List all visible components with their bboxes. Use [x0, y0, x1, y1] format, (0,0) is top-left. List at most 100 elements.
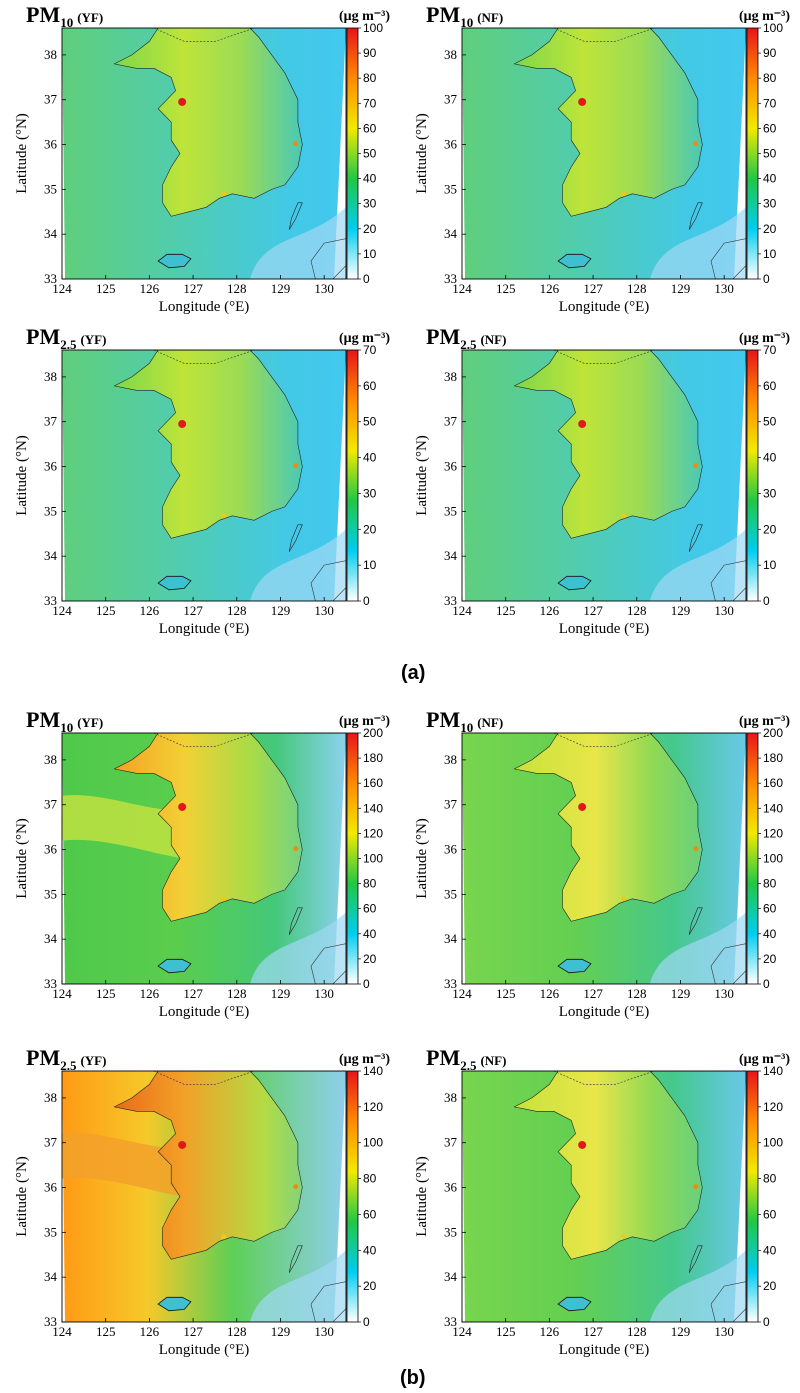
x-tick-label: 128 — [627, 986, 647, 1001]
colorbar-tick-label: 0 — [363, 272, 370, 286]
map-svg: 124 125 126 127 128 129 130 33 34 35 36 37 38 Longitu… — [14, 2, 390, 315]
colorbar-tick-label: 20 — [363, 952, 377, 966]
colorbar — [346, 349, 359, 602]
x-tick-label: 129 — [271, 986, 291, 1001]
x-tick-label: 126 — [140, 986, 160, 1001]
x-tick-label: 126 — [540, 986, 560, 1001]
colorbar-tick-label: 20 — [363, 222, 377, 236]
x-tick-label: 128 — [227, 986, 247, 1001]
colorbar-tick-label: 20 — [363, 522, 377, 536]
colorbar-tick-label: 60 — [363, 902, 377, 916]
colorbar-tick-label: 80 — [363, 877, 377, 891]
colorbar-tick-label: 30 — [763, 197, 777, 211]
colorbar-tick-label: 50 — [363, 415, 377, 429]
colorbar — [346, 732, 359, 985]
colorbar-tick-label: 40 — [763, 451, 777, 465]
colorbar-tick-label: 0 — [363, 977, 370, 991]
colorbar-tick-label: 180 — [363, 751, 383, 765]
colorbar-tick-label: 100 — [363, 21, 383, 35]
colorbar-tick-label: 120 — [363, 1100, 383, 1114]
x-tick-label: 128 — [227, 603, 247, 618]
y-tick-label: 36 — [44, 1180, 58, 1195]
y-tick-label: 36 — [444, 137, 458, 152]
x-tick-label: 127 — [183, 281, 203, 296]
map-field — [462, 1071, 746, 1322]
colorbar-tick-label: 140 — [363, 801, 383, 815]
map-svg: 124 125 126 127 128 129 130 33 34 35 36 37 38 Longitu… — [414, 2, 790, 315]
y-tick-label: 33 — [444, 271, 457, 286]
map-panel: 124 125 126 127 128 129 130 33 34 35 36 37 38 Longitu… — [400, 0, 800, 340]
colorbar — [346, 1070, 359, 1323]
x-tick-label: 124 — [52, 281, 72, 296]
colorbar-tick-label: 70 — [763, 96, 777, 110]
colorbar-tick-label: 140 — [763, 1064, 783, 1078]
unit-label: (μg m⁻³) — [739, 9, 790, 24]
colorbar-tick-label: 20 — [763, 952, 777, 966]
y-tick-label: 34 — [44, 548, 58, 563]
y-axis-label: Latitude (°N) — [414, 435, 430, 516]
x-tick-label: 128 — [227, 281, 247, 296]
y-tick-label: 35 — [444, 503, 457, 518]
colorbar-tick-label: 100 — [363, 852, 383, 866]
x-tick-label: 127 — [183, 986, 203, 1001]
colorbar-tick-label: 0 — [763, 977, 770, 991]
colorbar-tick-label: 40 — [763, 1243, 777, 1257]
colorbar-tick-label: 60 — [763, 121, 777, 135]
colorbar-tick-label: 60 — [363, 379, 377, 393]
panel-title: PM10 (NF) — [426, 707, 503, 735]
colorbar-tick-label: 0 — [763, 272, 770, 286]
y-axis-label: Latitude (°N) — [414, 818, 430, 899]
x-tick-label: 127 — [583, 281, 603, 296]
x-tick-label: 124 — [52, 986, 72, 1001]
x-tick-label: 125 — [96, 1324, 116, 1339]
colorbar-tick-label: 30 — [363, 197, 377, 211]
map-svg: 124 125 126 127 128 129 130 33 34 35 36 37 38 Longitu… — [414, 707, 790, 1020]
colorbar-tick-label: 40 — [363, 927, 377, 941]
colorbar-tick-label: 0 — [363, 1315, 370, 1329]
colorbar-tick-label: 120 — [363, 826, 383, 840]
map-panel: 124 125 126 127 128 129 130 33 34 35 36 37 38 Longitu… — [0, 1043, 400, 1383]
colorbar-tick-label: 50 — [363, 147, 377, 161]
x-tick-label: 125 — [496, 1324, 516, 1339]
colorbar-tick-label: 10 — [763, 247, 777, 261]
map-panel: 124 125 126 127 128 129 130 33 34 35 36 37 38 Longitu… — [400, 705, 800, 1045]
x-tick-label: 129 — [671, 281, 691, 296]
map-field — [462, 733, 746, 984]
x-tick-label: 127 — [183, 1324, 203, 1339]
colorbar-tick-label: 40 — [363, 451, 377, 465]
colorbar-tick-label: 60 — [363, 121, 377, 135]
map-panel: 124 125 126 127 128 129 130 33 34 35 36 37 38 Longitu… — [0, 705, 400, 1045]
panel-title: PM2.5 (YF) — [26, 324, 106, 352]
x-axis-label: Longitude (°E) — [159, 621, 250, 637]
x-tick-label: 126 — [140, 281, 160, 296]
colorbar-tick-label: 0 — [363, 594, 370, 608]
colorbar-tick-label: 60 — [763, 902, 777, 916]
y-tick-label: 33 — [44, 976, 57, 991]
panel-title: PM2.5 (NF) — [426, 324, 506, 352]
map-svg: 124 125 126 127 128 129 130 33 34 35 36 37 38 Longitu… — [14, 1045, 390, 1358]
x-axis-label: Longitude (°E) — [559, 299, 650, 315]
panel-title: PM2.5 (YF) — [26, 1045, 106, 1073]
y-tick-label: 35 — [444, 886, 457, 901]
x-tick-label: 127 — [583, 1324, 603, 1339]
colorbar-tick-label: 60 — [763, 1207, 777, 1221]
colorbar-tick-label: 80 — [763, 71, 777, 85]
map-panel: 124 125 126 127 128 129 130 33 34 35 36 37 38 Longitu… — [0, 0, 400, 340]
y-axis-label: Latitude (°N) — [414, 113, 430, 194]
y-tick-label: 38 — [44, 47, 57, 62]
y-tick-label: 35 — [44, 503, 57, 518]
unit-label: (μg m⁻³) — [739, 331, 790, 346]
colorbar-tick-label: 200 — [763, 726, 783, 740]
map-field — [62, 1071, 346, 1322]
y-axis-label: Latitude (°N) — [414, 1156, 430, 1237]
colorbar — [746, 349, 759, 602]
colorbar-tick-label: 180 — [763, 751, 783, 765]
map-svg: 124 125 126 127 128 129 130 33 34 35 36 37 38 Longitu… — [14, 707, 390, 1020]
x-tick-label: 126 — [540, 603, 560, 618]
y-tick-label: 36 — [444, 1180, 458, 1195]
colorbar-tick-label: 120 — [763, 826, 783, 840]
section-label-a: (a) — [401, 662, 426, 684]
y-tick-label: 34 — [44, 226, 58, 241]
x-axis-label: Longitude (°E) — [559, 621, 650, 637]
colorbar-tick-label: 30 — [763, 486, 777, 500]
